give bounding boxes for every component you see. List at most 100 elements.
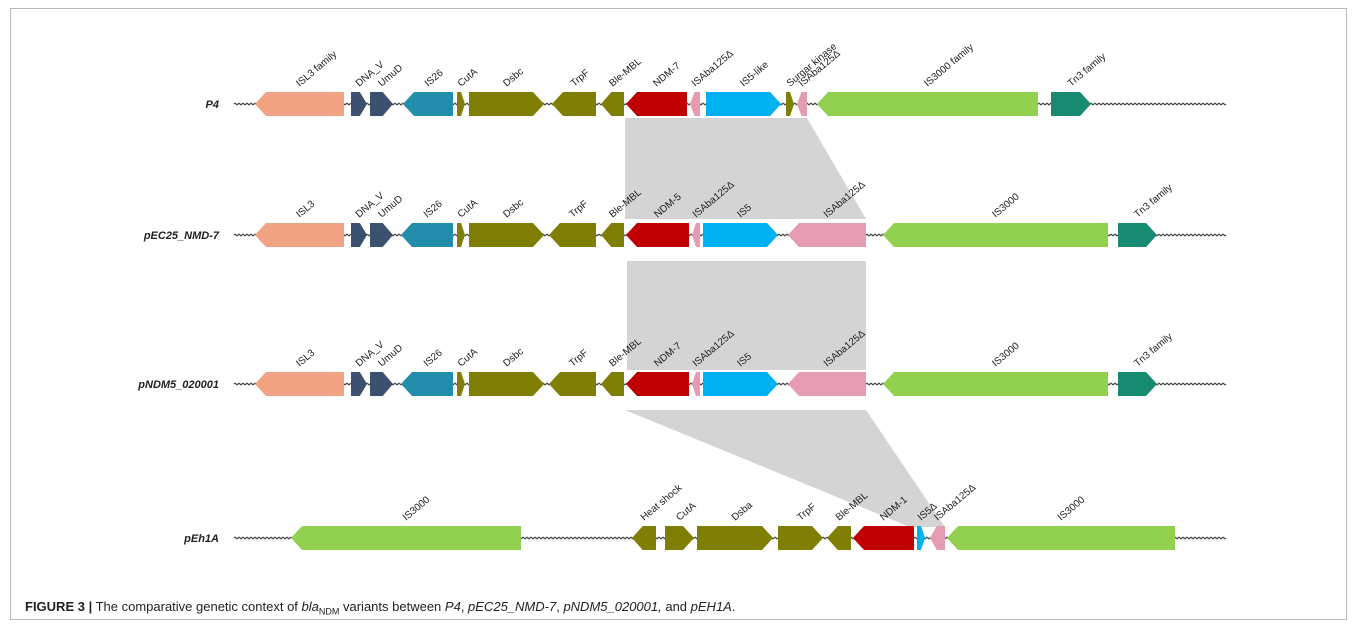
gene-arrow-trpf — [549, 223, 596, 247]
gene-arrow-cuta — [457, 372, 465, 396]
caption-separator: , — [460, 599, 469, 614]
gene-arrow-is3000 — [883, 223, 1108, 247]
gene-arrow-isaba125 — [692, 372, 700, 396]
gene-arrow-is3000 — [291, 526, 521, 550]
gene-label: TrpF — [567, 199, 590, 221]
gene-arrow-is5-like — [706, 92, 781, 116]
caption-plasmid-pndm5: pNDM5_020001, — [563, 599, 662, 614]
gene-label: Tn3 family — [1132, 331, 1174, 369]
gene-label: IS3000 — [990, 340, 1022, 369]
gene-label: ISL3 — [294, 198, 317, 220]
gene-arrow-ndm-5 — [626, 223, 689, 247]
caption-plasmid-peh1a: pEH1A — [690, 599, 732, 614]
gene-arrow-is5 — [703, 223, 778, 247]
gene-label: IS3000 family — [922, 42, 975, 89]
gene-arrow-dna-v — [351, 372, 367, 396]
gene-label: Dsbc — [501, 197, 526, 220]
gene-arrow-tn3-family — [1118, 223, 1157, 247]
gene-arrow-tn3-family — [1118, 372, 1157, 396]
caption-figure-label: FIGURE 3 | — [25, 599, 93, 614]
gene-arrow-cuta — [665, 526, 694, 550]
gene-arrow-is26 — [403, 92, 453, 116]
gene-arrow-is3000 — [947, 526, 1175, 550]
homology-region-1 — [625, 118, 866, 219]
gene-arrow-tn3-family — [1051, 92, 1091, 116]
gene-arrow-isl3-family — [255, 92, 344, 116]
gene-arrow-trpf — [552, 92, 596, 116]
gene-arrow-dsbc — [469, 372, 544, 396]
gene-arrow-isaba125 — [930, 526, 945, 550]
gene-label: TrpF — [567, 348, 590, 370]
gene-label: IS3000 — [1056, 494, 1088, 523]
gene-arrow-ble-mbl — [601, 372, 624, 396]
gene-label: IS26 — [423, 67, 446, 89]
gene-label: Tn3 family — [1066, 51, 1108, 89]
gene-label: TrpF — [795, 502, 818, 524]
gene-arrow-is3000-family — [817, 92, 1038, 116]
caption-text-2: variants between — [339, 599, 445, 614]
caption-separator: , — [556, 599, 564, 614]
gene-label: Ble-MBL — [607, 56, 644, 89]
gene-label: IS26 — [422, 347, 445, 369]
caption-and: and — [661, 599, 691, 614]
gene-arrow-isl3 — [255, 223, 344, 247]
gene-label: IS26 — [422, 198, 445, 220]
gene-arrow-ble-mbl — [601, 92, 624, 116]
gene-arrow-dsba — [697, 526, 773, 550]
gene-label: Dsba — [730, 500, 755, 524]
gene-label: ISAba125Δ — [932, 482, 978, 523]
gene-arrow-isaba125 — [788, 223, 866, 247]
figure-caption: FIGURE 3 | The comparative genetic conte… — [25, 599, 735, 617]
gene-arrow-cuta — [457, 223, 465, 247]
caption-plasmid-p4: P4 — [444, 599, 461, 614]
figure-panel: P4 ISL3 family DNA_V UmuD IS26 CutA Dsbc TrpF Bl… — [10, 8, 1347, 620]
gene-arrow-umud — [370, 223, 393, 247]
track-name: pEC25_NMD-7 — [143, 230, 220, 242]
gene-arrow-surgar-kinase — [786, 92, 794, 116]
gene-arrow-is5 — [917, 526, 925, 550]
gene-label: ISL3 family — [294, 49, 339, 89]
gene-label: CutA — [456, 66, 480, 89]
gene-arrow-isl3 — [255, 372, 344, 396]
caption-plasmid-pec25: pEC25_NMD-7 — [468, 599, 557, 614]
gene-arrow-heat-shock — [632, 526, 656, 550]
gene-arrow-ndm-7 — [626, 372, 689, 396]
gene-arrow-is26 — [401, 223, 453, 247]
gene-label: Dsbc — [501, 346, 526, 369]
gene-arrow-isaba125 — [797, 92, 807, 116]
gene-arrow-isaba125 — [690, 92, 700, 116]
gene-label: IS5-like — [738, 59, 771, 89]
caption-text-1: The comparative genetic context of — [92, 599, 302, 614]
gene-label: IS3000 — [401, 494, 433, 523]
gene-arrow-umud — [370, 92, 393, 116]
track-name: pNDM5_020001 — [137, 379, 219, 391]
gene-arrow-isaba125 — [692, 223, 700, 247]
caption-gene-subscript: NDM — [318, 606, 340, 617]
gene-label: CutA — [456, 197, 480, 220]
caption-end: . — [731, 599, 736, 614]
gene-arrow-umud — [370, 372, 393, 396]
gene-arrow-dna-v — [351, 92, 367, 116]
gene-arrow-dsbc — [469, 223, 544, 247]
gene-label: NDM-7 — [651, 60, 683, 89]
gene-label: TrpF — [569, 68, 592, 90]
track-name: pEh1A — [183, 533, 219, 545]
gene-arrow-dsbc — [469, 92, 544, 116]
gene-label: IS3000 — [990, 191, 1022, 220]
homology-region-3 — [625, 410, 945, 527]
homology-region-2 — [627, 261, 866, 370]
track-name: P4 — [206, 99, 219, 111]
gene-arrow-dna-v — [351, 223, 367, 247]
gene-label: ISAba125Δ — [690, 48, 736, 89]
gene-arrow-cuta — [457, 92, 465, 116]
gene-arrow-isaba125 — [788, 372, 866, 396]
gene-label: ISL3 — [294, 347, 317, 369]
gene-arrow-trpf — [778, 526, 823, 550]
gene-arrow-ndm-7 — [626, 92, 687, 116]
gene-label: CutA — [674, 500, 698, 523]
gene-arrow-ble-mbl — [827, 526, 851, 550]
caption-gene-name: bla — [301, 599, 319, 614]
gene-arrow-trpf — [549, 372, 596, 396]
